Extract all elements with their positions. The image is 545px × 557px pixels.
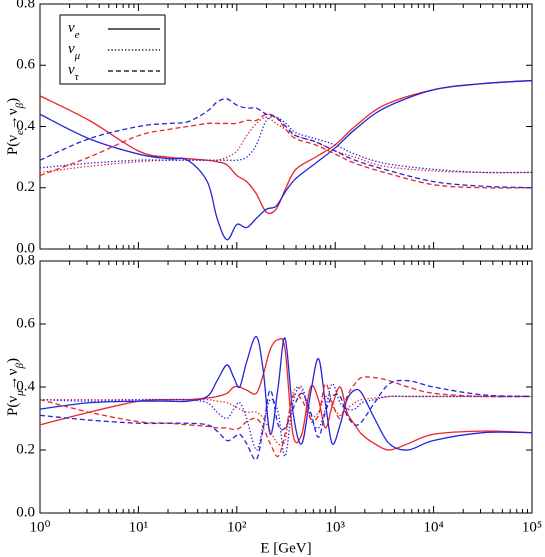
- series-line: [39, 337, 533, 451]
- y-axis-label: P(νe→νβ): [5, 98, 25, 155]
- series-line: [39, 98, 533, 189]
- legend-label: ντ: [68, 62, 80, 82]
- y-tick-label: 0.8: [16, 252, 35, 268]
- x-tick-label: 10⁴: [423, 519, 443, 535]
- x-tick-label: 10⁰: [29, 519, 50, 535]
- y-tick-label: 0.4: [16, 118, 35, 134]
- y-tick-label: 0.0: [16, 504, 35, 520]
- y-tick-label: 0.6: [16, 57, 35, 73]
- x-tick-label: 10²: [227, 519, 247, 535]
- y-tick-label: 0.6: [16, 315, 35, 331]
- x-axis-label: E [GeV]: [260, 540, 311, 556]
- legend-label: νe: [68, 20, 80, 40]
- series-line: [39, 376, 533, 458]
- plot-frame: [39, 260, 533, 514]
- series-line: [39, 79, 533, 241]
- series-line: [39, 379, 533, 461]
- y-tick-label: 0.2: [16, 441, 35, 457]
- series-line: [39, 116, 533, 174]
- y-axis-label: P(νμ→νβ): [5, 358, 25, 416]
- x-tick-label: 10⁵: [522, 519, 542, 535]
- x-tick-label: 10¹: [129, 519, 149, 535]
- y-tick-label: 0.8: [16, 0, 35, 11]
- legend-label: νμ: [68, 41, 81, 61]
- series-line: [39, 335, 533, 451]
- y-tick-label: 0.4: [16, 378, 35, 394]
- y-tick-label: 0.2: [16, 179, 35, 195]
- series-line: [39, 116, 533, 174]
- x-tick-label: 10³: [325, 519, 345, 535]
- y-tick-label: 0.0: [16, 240, 35, 256]
- series-line: [39, 383, 532, 457]
- series-line: [39, 113, 533, 189]
